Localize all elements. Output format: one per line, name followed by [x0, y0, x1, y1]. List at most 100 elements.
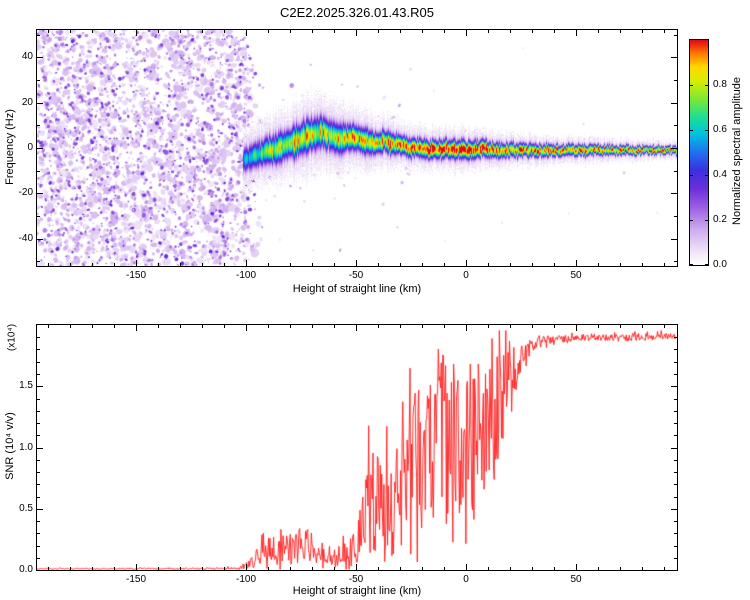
tick-mark	[356, 30, 357, 36]
tick-mark	[674, 349, 677, 350]
tick-mark	[37, 171, 40, 172]
tick-mark	[488, 30, 489, 33]
tick-mark	[378, 325, 379, 328]
tick-mark	[378, 567, 379, 570]
tick-mark	[400, 567, 401, 570]
tick-mark	[598, 567, 599, 570]
tick-mark	[224, 567, 225, 570]
tick-mark	[510, 567, 511, 570]
tick-mark	[674, 171, 677, 172]
tick-mark	[202, 30, 203, 33]
tick-mark	[671, 386, 677, 387]
colorbar-tick-mark	[705, 264, 708, 265]
tick-mark	[202, 567, 203, 570]
tick-mark	[37, 411, 40, 412]
tick-mark	[674, 497, 677, 498]
colorbar-tick-mark	[705, 85, 708, 86]
tick-mark	[37, 558, 40, 559]
colorbar-tick-mark	[690, 264, 693, 265]
tick-mark	[246, 325, 247, 331]
tick-mark	[674, 484, 677, 485]
tick-mark	[312, 263, 313, 266]
tick-mark	[674, 460, 677, 461]
tick-mark	[37, 533, 40, 534]
tick-mark	[400, 263, 401, 266]
tick-mark	[400, 325, 401, 328]
tick-mark	[312, 325, 313, 328]
tick-mark	[334, 567, 335, 570]
tick-mark	[180, 325, 181, 328]
tick-mark	[246, 260, 247, 266]
tick-mark	[488, 567, 489, 570]
tick-mark	[48, 325, 49, 328]
tick-mark	[37, 148, 43, 149]
colorbar-tick-mark	[690, 85, 693, 86]
colorbar	[689, 39, 709, 266]
colorbar-tick-label: 0.4	[713, 169, 727, 180]
tick-mark	[674, 533, 677, 534]
tick-mark	[576, 564, 577, 570]
tick-mark	[70, 30, 71, 33]
tick-mark	[37, 216, 40, 217]
tick-mark	[674, 362, 677, 363]
tick-mark	[674, 472, 677, 473]
tick-mark	[444, 30, 445, 33]
x-tick-label: 50	[570, 574, 582, 585]
tick-mark	[620, 567, 621, 570]
tick-mark	[37, 497, 40, 498]
y-tick-label: 40	[21, 51, 33, 62]
tick-mark	[554, 30, 555, 33]
tick-mark	[136, 30, 137, 36]
tick-mark	[356, 260, 357, 266]
tick-mark	[466, 260, 467, 266]
x-tick-label: -50	[348, 574, 364, 585]
tick-mark	[642, 263, 643, 266]
tick-mark	[674, 411, 677, 412]
y-tick-label: 0.0	[19, 564, 33, 575]
tick-mark	[37, 57, 43, 58]
tick-mark	[37, 125, 40, 126]
tick-mark	[642, 30, 643, 33]
tick-mark	[400, 30, 401, 33]
tick-mark	[92, 325, 93, 328]
colorbar-tick-label: 0.8	[713, 79, 727, 90]
colorbar-tick-mark	[705, 130, 708, 131]
x-tick-label: -150	[125, 574, 146, 585]
tick-mark	[158, 325, 159, 328]
tick-mark	[37, 193, 43, 194]
x-tick-label: 50	[570, 270, 582, 281]
tick-mark	[664, 263, 665, 266]
tick-mark	[202, 263, 203, 266]
y-tick-label: 0.5	[19, 503, 33, 514]
tick-mark	[674, 80, 677, 81]
tick-mark	[671, 570, 677, 571]
tick-mark	[466, 30, 467, 36]
tick-mark	[444, 567, 445, 570]
tick-mark	[671, 193, 677, 194]
tick-mark	[674, 337, 677, 338]
tick-mark	[378, 30, 379, 33]
tick-mark	[444, 325, 445, 328]
tick-mark	[356, 564, 357, 570]
y-tick-label: 0	[27, 142, 33, 153]
tick-mark	[246, 30, 247, 36]
tick-mark	[674, 423, 677, 424]
tick-mark	[37, 374, 40, 375]
tick-mark	[114, 30, 115, 33]
tick-mark	[37, 261, 40, 262]
tick-mark	[671, 148, 677, 149]
tick-mark	[37, 35, 40, 36]
tick-mark	[290, 30, 291, 33]
colorbar-tick-mark	[705, 220, 708, 221]
tick-mark	[466, 325, 467, 331]
tick-mark	[576, 30, 577, 36]
tick-mark	[674, 125, 677, 126]
colorbar-tick-label: 0.6	[713, 124, 727, 135]
tick-mark	[180, 30, 181, 33]
tick-mark	[422, 263, 423, 266]
spectrogram-x-axis-label: Height of straight line (km)	[292, 283, 422, 295]
tick-mark	[37, 337, 40, 338]
tick-mark	[554, 263, 555, 266]
tick-mark	[37, 362, 40, 363]
